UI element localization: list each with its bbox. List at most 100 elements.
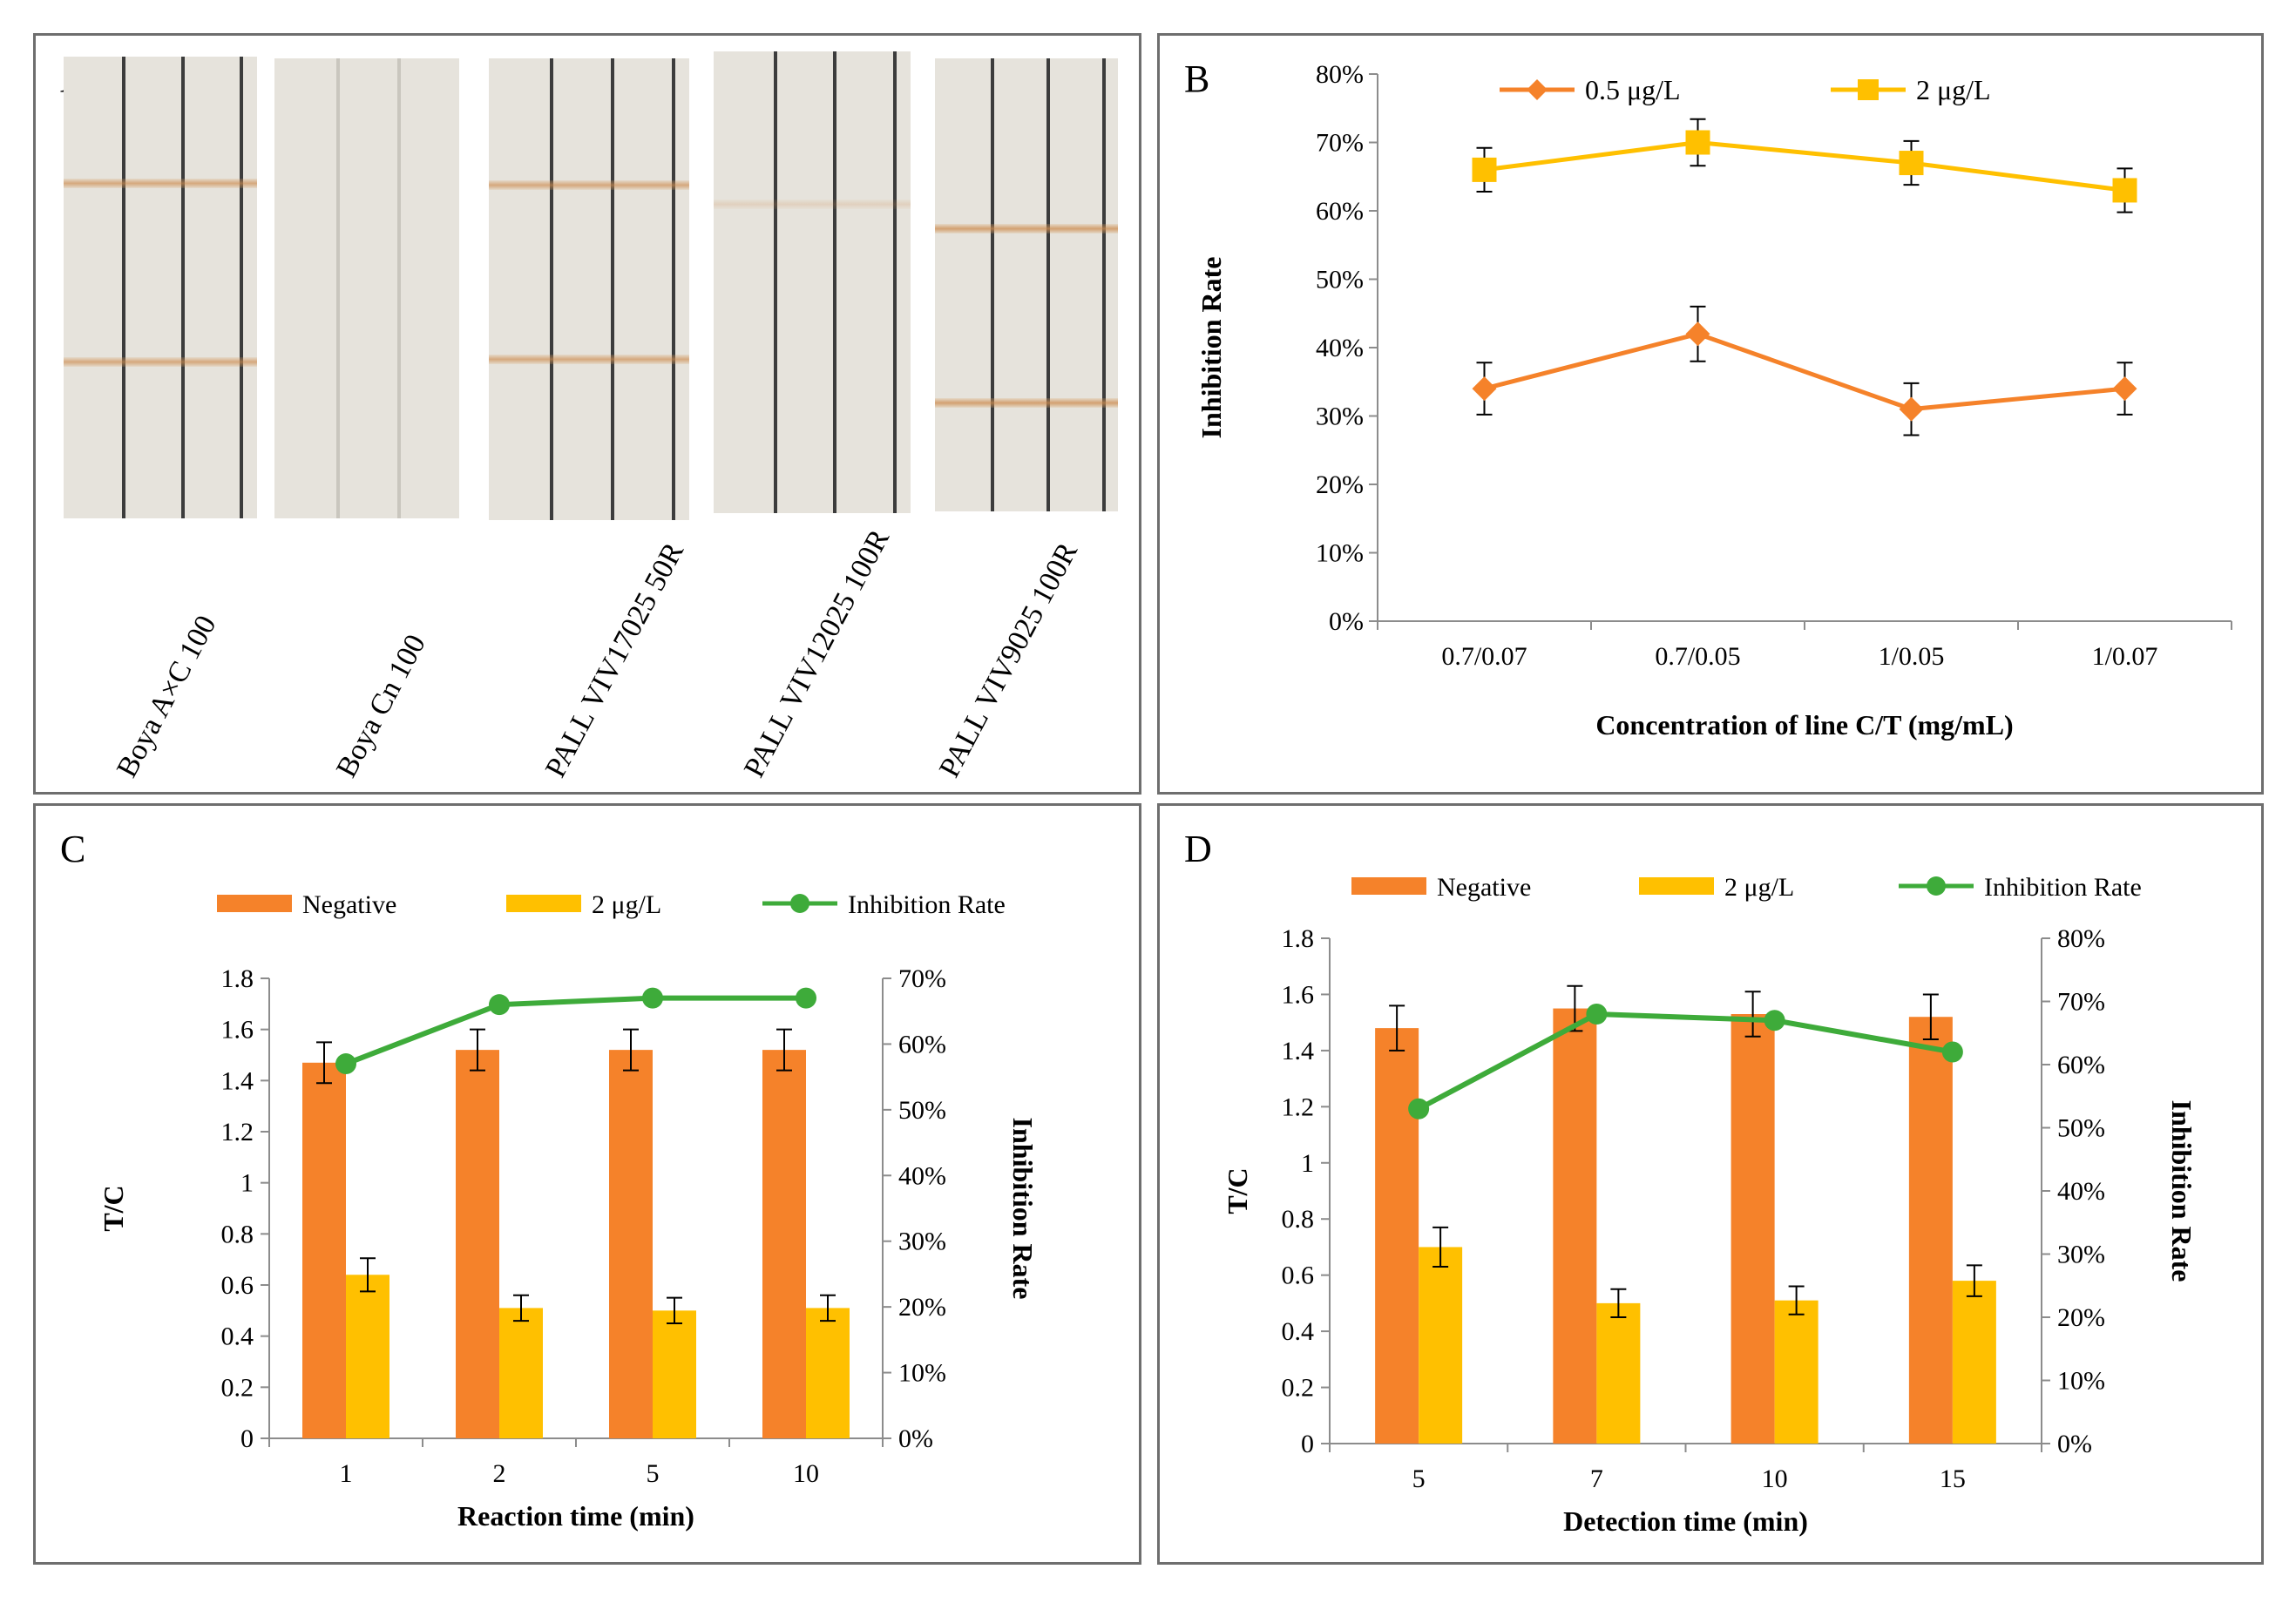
bar <box>762 1050 806 1438</box>
panel-c: C 0 0.2 0.4 0.6 0.8 1 1.2 1.4 1.6 1.8 0% 10% 20% 30% 4… <box>33 803 1141 1565</box>
strip-edge-line <box>611 58 614 520</box>
y-tick-label: 0.4 <box>1282 1317 1315 1346</box>
y-tick-label: 70% <box>1316 129 1364 158</box>
y2-tick-label: 50% <box>2057 1114 2105 1143</box>
test-strip <box>489 58 689 520</box>
y-axis-title: Inhibition Rate <box>1195 257 1227 439</box>
inhibition-rate-line <box>1417 1011 1954 1112</box>
strip-label: PALL VIV17025 50R <box>539 537 691 783</box>
bar <box>609 1050 653 1438</box>
bar <box>653 1310 696 1438</box>
y-tick-label: 50% <box>1316 266 1364 294</box>
y-tick-label: 0.2 <box>1282 1374 1315 1403</box>
y2-tick-label: 40% <box>898 1161 946 1190</box>
strip-label: Boya A×C 100 <box>111 610 223 783</box>
bar <box>1730 1014 1775 1444</box>
strip-edge-line <box>397 58 401 518</box>
y-tick-label: 60% <box>1316 197 1364 226</box>
strip-edge-line <box>1102 58 1106 511</box>
strip-edge-line <box>336 58 340 518</box>
y2-tick-label: 30% <box>2057 1241 2105 1269</box>
x-tick-label: 1/0.07 <box>2092 642 2158 671</box>
data-point <box>1899 151 1924 176</box>
x-axis-title: Reaction time (min) <box>457 1500 694 1532</box>
y-tick-label: 1.4 <box>1282 1037 1315 1065</box>
y-tick-label: 1 <box>1301 1149 1314 1178</box>
test-strip <box>274 58 459 518</box>
y-tick-label: 0.6 <box>221 1271 254 1300</box>
bar <box>346 1275 389 1438</box>
y2-tick-label: 10% <box>2057 1367 2105 1396</box>
y-tick-label: 40% <box>1316 334 1364 362</box>
x-tick-label: 0.7/0.07 <box>1441 642 1527 671</box>
y2-tick-label: 40% <box>2057 1177 2105 1206</box>
legend-label: 2 μg/L <box>1724 873 1794 902</box>
bar <box>1375 1028 1419 1444</box>
y-tick-label: 0 <box>240 1424 254 1453</box>
data-point <box>1472 376 1497 402</box>
y-tick-label: 0% <box>1329 607 1364 636</box>
test-strip <box>714 51 911 513</box>
y-tick-label: 10% <box>1316 539 1364 568</box>
bar <box>499 1308 543 1438</box>
y2-tick-label: 0% <box>2057 1430 2092 1458</box>
y2-axis-title: Inhibition Rate <box>1007 1118 1039 1300</box>
legend-swatch <box>217 895 292 912</box>
y2-tick-label: 20% <box>2057 1303 2105 1332</box>
x-tick-label: 5 <box>1412 1464 1426 1493</box>
chart-b-concentration: 0% 10% 20% 30% 40% 50% 60% 70% 80% 0.7/0.07 0.7/0.… <box>1195 60 2232 741</box>
panel-d: D 0 0.2 0.4 0.6 0.8 1 1.2 1.4 1.6 1.8 0% 10% 20% 30% 4… <box>1157 803 2264 1565</box>
y-tick-label: 0.2 <box>221 1373 254 1402</box>
y2-tick-label: 50% <box>898 1096 946 1125</box>
y-tick-label: 1.6 <box>221 1016 254 1045</box>
inhibition-rate-point <box>1586 1004 1608 1025</box>
bar <box>1952 1281 1996 1444</box>
data-point <box>1472 157 1497 182</box>
test-strip <box>64 57 257 518</box>
legend-label: 2 μg/L <box>592 890 661 919</box>
strip-color-band <box>935 398 1118 408</box>
y-axis-title: T/C <box>1222 1167 1253 1214</box>
legend-label: 2 μg/L <box>1916 74 1991 105</box>
legend-label: Inhibition Rate <box>1984 873 2142 902</box>
y2-tick-label: 10% <box>898 1359 946 1388</box>
y-tick-label: 1.2 <box>1282 1092 1315 1121</box>
test-strip <box>935 58 1118 511</box>
x-tick-label: 1/0.05 <box>1879 642 1945 671</box>
legend-swatch <box>1639 877 1714 895</box>
y-tick-label: 1 <box>240 1169 254 1198</box>
strip-label: Boya Cn 100 <box>330 629 432 783</box>
legend-marker <box>1927 876 1946 896</box>
series-line <box>1483 331 2125 412</box>
x-tick-label: 2 <box>493 1459 506 1488</box>
legend-label: Inhibition Rate <box>848 890 1006 919</box>
data-point <box>1899 396 1924 422</box>
bar <box>1596 1302 1641 1444</box>
strip-edge-line <box>122 57 125 518</box>
y-tick-label: 30% <box>1316 402 1364 431</box>
strip-edge-line <box>672 58 675 520</box>
y2-tick-label: 30% <box>898 1228 946 1256</box>
legend-swatch <box>1351 877 1426 895</box>
inhibition-rate-line <box>344 995 806 1066</box>
strip-edge-line <box>833 51 836 513</box>
strip-color-band <box>64 357 257 367</box>
strip-edge-line <box>774 51 777 513</box>
data-point <box>1685 130 1710 155</box>
legend-label: Negative <box>1437 873 1531 902</box>
inhibition-rate-point <box>1941 1041 1963 1063</box>
inhibition-rate-point <box>796 987 816 1009</box>
y-tick-label: 0.4 <box>221 1322 254 1351</box>
bar <box>1908 1017 1953 1444</box>
y2-tick-label: 70% <box>2057 988 2105 1017</box>
y-tick-label: 1.8 <box>221 964 254 993</box>
data-point <box>2112 376 2137 402</box>
inhibition-rate-point <box>1764 1010 1785 1031</box>
bar <box>1553 1008 1597 1444</box>
x-tick-label: 10 <box>793 1459 819 1488</box>
legend-label: Negative <box>302 890 396 919</box>
y2-tick-label: 70% <box>898 964 946 993</box>
strip-edge-line <box>1046 58 1050 511</box>
strip-color-band <box>714 200 911 209</box>
